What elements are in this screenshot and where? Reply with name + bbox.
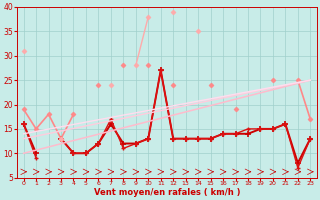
X-axis label: Vent moyen/en rafales ( km/h ): Vent moyen/en rafales ( km/h ): [94, 188, 240, 197]
